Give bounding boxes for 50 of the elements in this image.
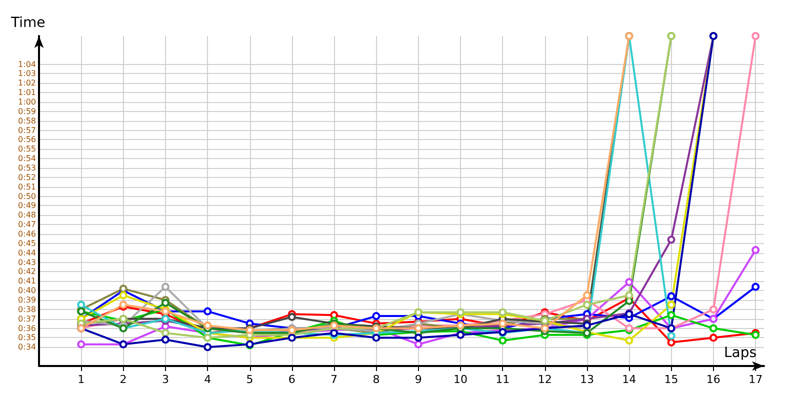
x-tick-label: 7 [330, 373, 338, 386]
y-tick-label: 0:38 [18, 304, 36, 314]
y-tick-label: 0:59 [18, 106, 36, 116]
y-tick-label: 0:47 [18, 220, 36, 230]
y-tick-label: 0:36 [18, 324, 36, 333]
y-tick-label: 0:57 [18, 126, 36, 135]
x-tick-label: 14 [622, 373, 636, 386]
y-tick-label: 0:51 [18, 182, 36, 192]
x-tick-label: 15 [664, 373, 678, 386]
y-tick-label: 0:52 [18, 172, 36, 182]
y-tick-label: 0:40 [18, 286, 36, 296]
x-tick-label: 10 [454, 373, 468, 386]
y-tick-label: 0:48 [18, 210, 36, 220]
y-tick-label: 0:55 [18, 144, 36, 154]
y-tick-label: 0:43 [18, 258, 36, 267]
y-tick-label: 0:53 [18, 164, 36, 172]
x-tick-label: 6 [288, 373, 296, 386]
x-tick-label: 9 [414, 373, 422, 386]
y-tick-label: 1:01 [18, 88, 36, 98]
x-tick-label: 3 [162, 373, 169, 386]
x-tick-label: 11 [496, 373, 510, 386]
x-tick-label: 8 [372, 373, 380, 386]
y-tick-label: 0:41 [18, 276, 36, 286]
y-tick-label: 0:42 [18, 267, 36, 276]
y-tick-label: 0:39 [18, 296, 36, 304]
x-tick-label: 2 [120, 373, 127, 386]
x-tick-label: 13 [580, 373, 594, 386]
x-tick-label: 12 [538, 373, 552, 386]
y-tick-label: 1:03 [18, 69, 36, 78]
y-tick-label: 0:45 [18, 238, 36, 248]
x-tick-label: 16 [706, 373, 720, 386]
y-tick-label: 1:00 [18, 98, 36, 106]
y-tick-label: 0:49 [18, 201, 36, 210]
y-tick-label: 0:34 [18, 342, 36, 352]
y-tick-label: 0:37 [18, 314, 36, 324]
y-tick-label: 1:02 [18, 78, 36, 88]
x-tick-label: 1 [78, 373, 85, 386]
y-tick-label: 0:50 [18, 192, 36, 201]
x-axis-title: Laps [724, 345, 757, 361]
y-tick-label: 0:58 [18, 116, 36, 126]
y-axis-title: Time [10, 15, 46, 31]
y-tick-label: 0:54 [18, 154, 36, 164]
y-tick-label: 0:56 [18, 135, 36, 144]
x-tick-label: 17 [748, 373, 763, 386]
y-tick-label: 0:44 [18, 248, 36, 258]
y-tick-label: 0:46 [18, 230, 36, 238]
y-tick-label: 1:04 [18, 60, 36, 69]
x-tick-label: 5 [246, 373, 254, 386]
y-tick-label: 0:35 [18, 333, 36, 342]
x-tick-label: 4 [204, 373, 212, 386]
